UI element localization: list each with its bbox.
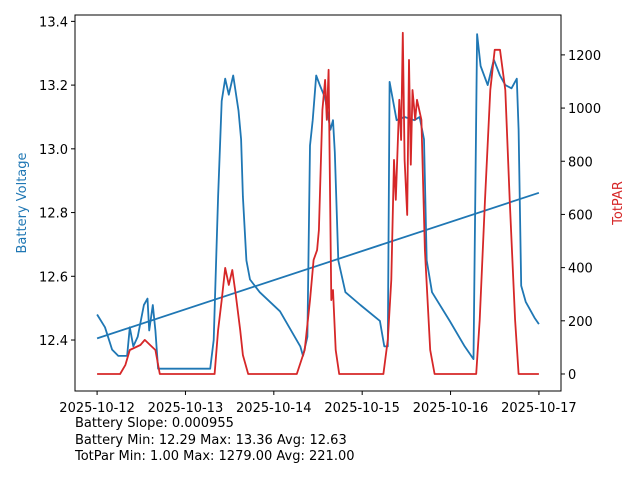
x-tick-label: 2025-10-15 [324, 401, 400, 416]
right-y-tick-label: 400 [568, 262, 593, 277]
right-y-tick-label: 0 [568, 368, 576, 383]
plot-frame [74, 14, 562, 392]
x-tick-label: 2025-10-13 [148, 401, 224, 416]
x-tick-label: 2025-10-17 [501, 401, 577, 416]
x-tick-label: 2025-10-14 [236, 401, 312, 416]
battery-trend-line [96, 191, 540, 340]
stats-block: Battery Slope: 0.000955 Battery Min: 12.… [75, 416, 355, 466]
x-tick-label: 2025-10-16 [413, 401, 489, 416]
battery-voltage-line [96, 33, 540, 370]
battery-stats-text: Battery Min: 12.29 Max: 13.36 Avg: 12.63 [75, 432, 347, 448]
right-y-tick-label: 1200 [568, 49, 601, 64]
right-y-tick-label: 200 [568, 315, 593, 330]
left-axis-label: Battery Voltage [15, 152, 30, 253]
left-y-tick-label: 13.0 [39, 143, 68, 158]
totpar-line [97, 31, 539, 375]
left-y-tick-label: 12.8 [39, 207, 68, 222]
x-tick-label: 2025-10-12 [59, 401, 135, 416]
left-y-tick-label: 13.4 [39, 15, 68, 30]
right-axis-label: TotPAR [611, 181, 626, 226]
battery-slope-text: Battery Slope: 0.000955 [75, 416, 234, 431]
left-y-tick-label: 12.4 [39, 334, 68, 349]
right-y-tick-label: 1000 [568, 102, 601, 117]
right-y-tick-label: 600 [568, 208, 593, 223]
left-y-tick-label: 12.6 [39, 270, 68, 285]
left-y-tick-label: 13.2 [39, 79, 68, 94]
right-y-tick-label: 800 [568, 155, 593, 170]
totpar-stats-text: TotPar Min: 1.00 Max: 1279.00 Avg: 221.0… [75, 449, 355, 464]
